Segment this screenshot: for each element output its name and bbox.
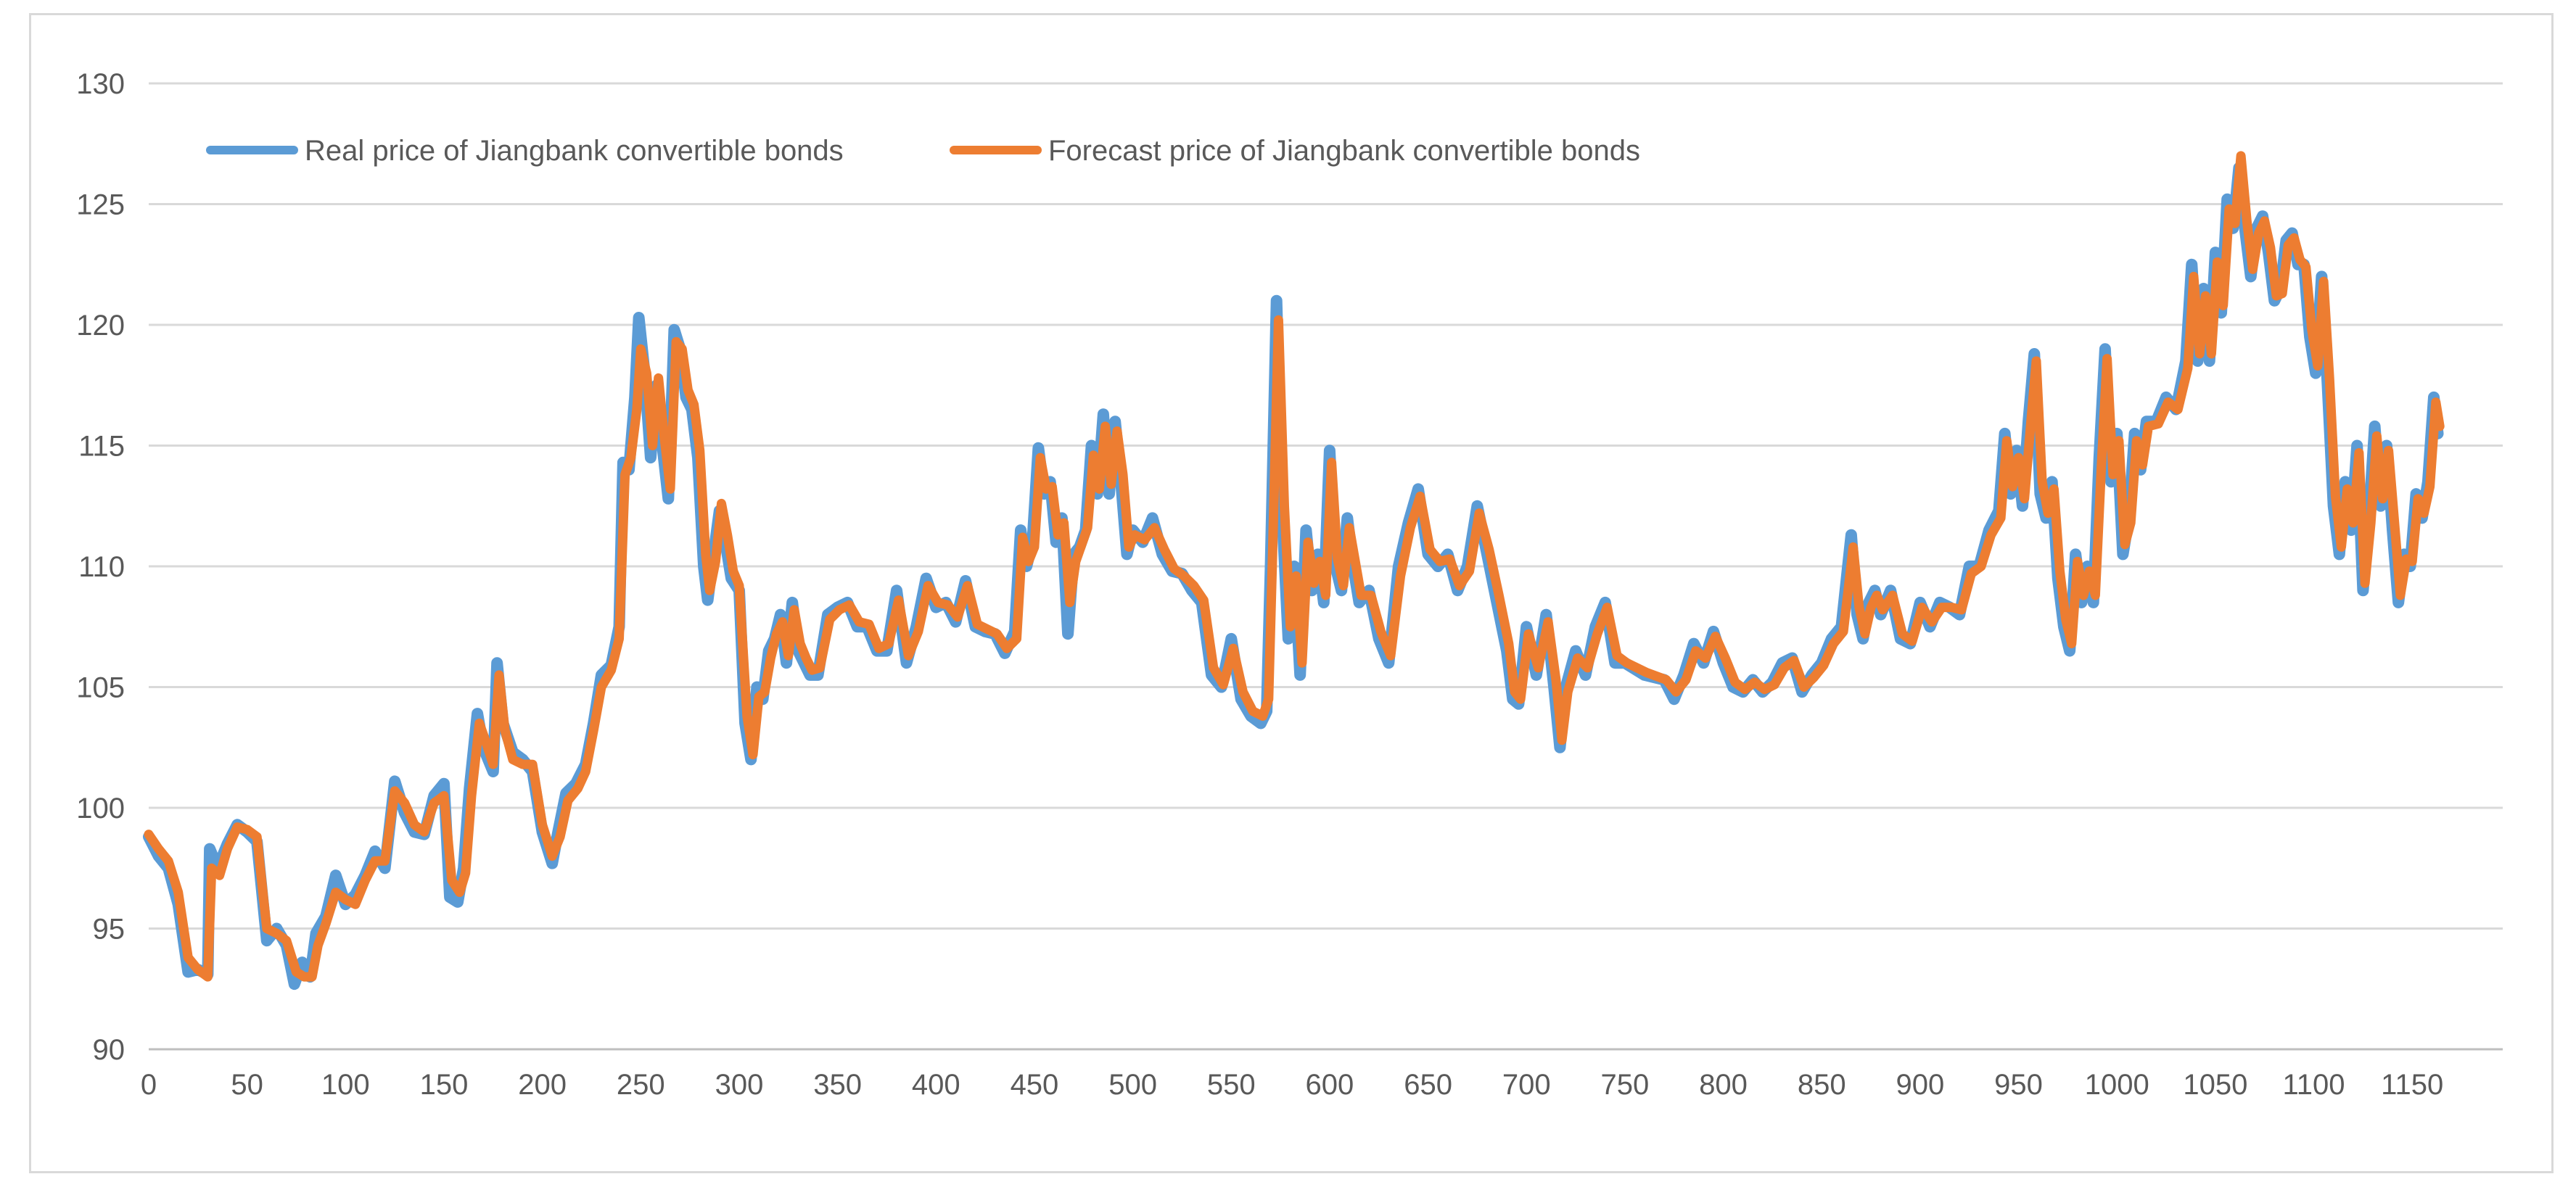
legend-item-forecast: Forecast price of Jiangbank convertible … — [950, 135, 1640, 167]
x-tick-label: 1150 — [2381, 1069, 2443, 1101]
x-tick-label: 900 — [1896, 1069, 1945, 1101]
x-tick-label: 300 — [715, 1069, 764, 1101]
y-tick-label: 90 — [93, 1034, 125, 1066]
x-tick-label: 0 — [141, 1069, 157, 1101]
x-tick-label: 350 — [813, 1069, 862, 1101]
x-tick-label: 50 — [231, 1069, 263, 1101]
x-tick-label: 400 — [912, 1069, 960, 1101]
legend-label-forecast: Forecast price of Jiangbank convertible … — [1048, 135, 1640, 167]
x-tick-label: 450 — [1011, 1069, 1059, 1101]
x-tick-label: 500 — [1108, 1069, 1157, 1101]
x-tick-label: 250 — [617, 1069, 665, 1101]
x-tick-label: 650 — [1404, 1069, 1452, 1101]
x-tick-label: 150 — [420, 1069, 469, 1101]
x-tick-label: 100 — [321, 1069, 370, 1101]
y-tick-label: 115 — [78, 431, 125, 463]
y-tick-label: 95 — [93, 914, 125, 946]
x-tick-label: 750 — [1601, 1069, 1650, 1101]
y-tick-label: 120 — [76, 310, 125, 342]
x-tick-label: 1000 — [2085, 1069, 2149, 1101]
x-tick-label: 850 — [1798, 1069, 1846, 1101]
series-lines — [143, 151, 2445, 991]
x-tick-label: 1050 — [2183, 1069, 2247, 1101]
x-tick-label: 950 — [1994, 1069, 2043, 1101]
x-tick-label: 600 — [1306, 1069, 1354, 1101]
y-tick-label: 105 — [76, 672, 125, 704]
y-axis-ticks: 90 95 100 105 110 115 120 125 130 — [76, 68, 125, 1066]
y-tick-label: 125 — [76, 189, 125, 221]
x-axis-ticks: 0 50 100 150 200 250 300 350 400 450 500 550 600 650 7… — [141, 1069, 2443, 1101]
x-tick-label: 700 — [1502, 1069, 1551, 1101]
x-tick-label: 200 — [518, 1069, 567, 1101]
y-tick-label: 130 — [76, 68, 125, 100]
legend: Real price of Jiangbank convertible bond… — [206, 135, 1640, 167]
x-tick-label: 1100 — [2283, 1069, 2345, 1101]
legend-label-real: Real price of Jiangbank convertible bond… — [305, 135, 844, 167]
x-tick-label: 550 — [1207, 1069, 1256, 1101]
y-tick-label: 110 — [78, 551, 125, 583]
legend-item-real: Real price of Jiangbank convertible bond… — [206, 135, 844, 167]
series-line-forecast — [144, 151, 2445, 982]
y-tick-label: 100 — [76, 793, 125, 824]
x-tick-label: 800 — [1699, 1069, 1748, 1101]
